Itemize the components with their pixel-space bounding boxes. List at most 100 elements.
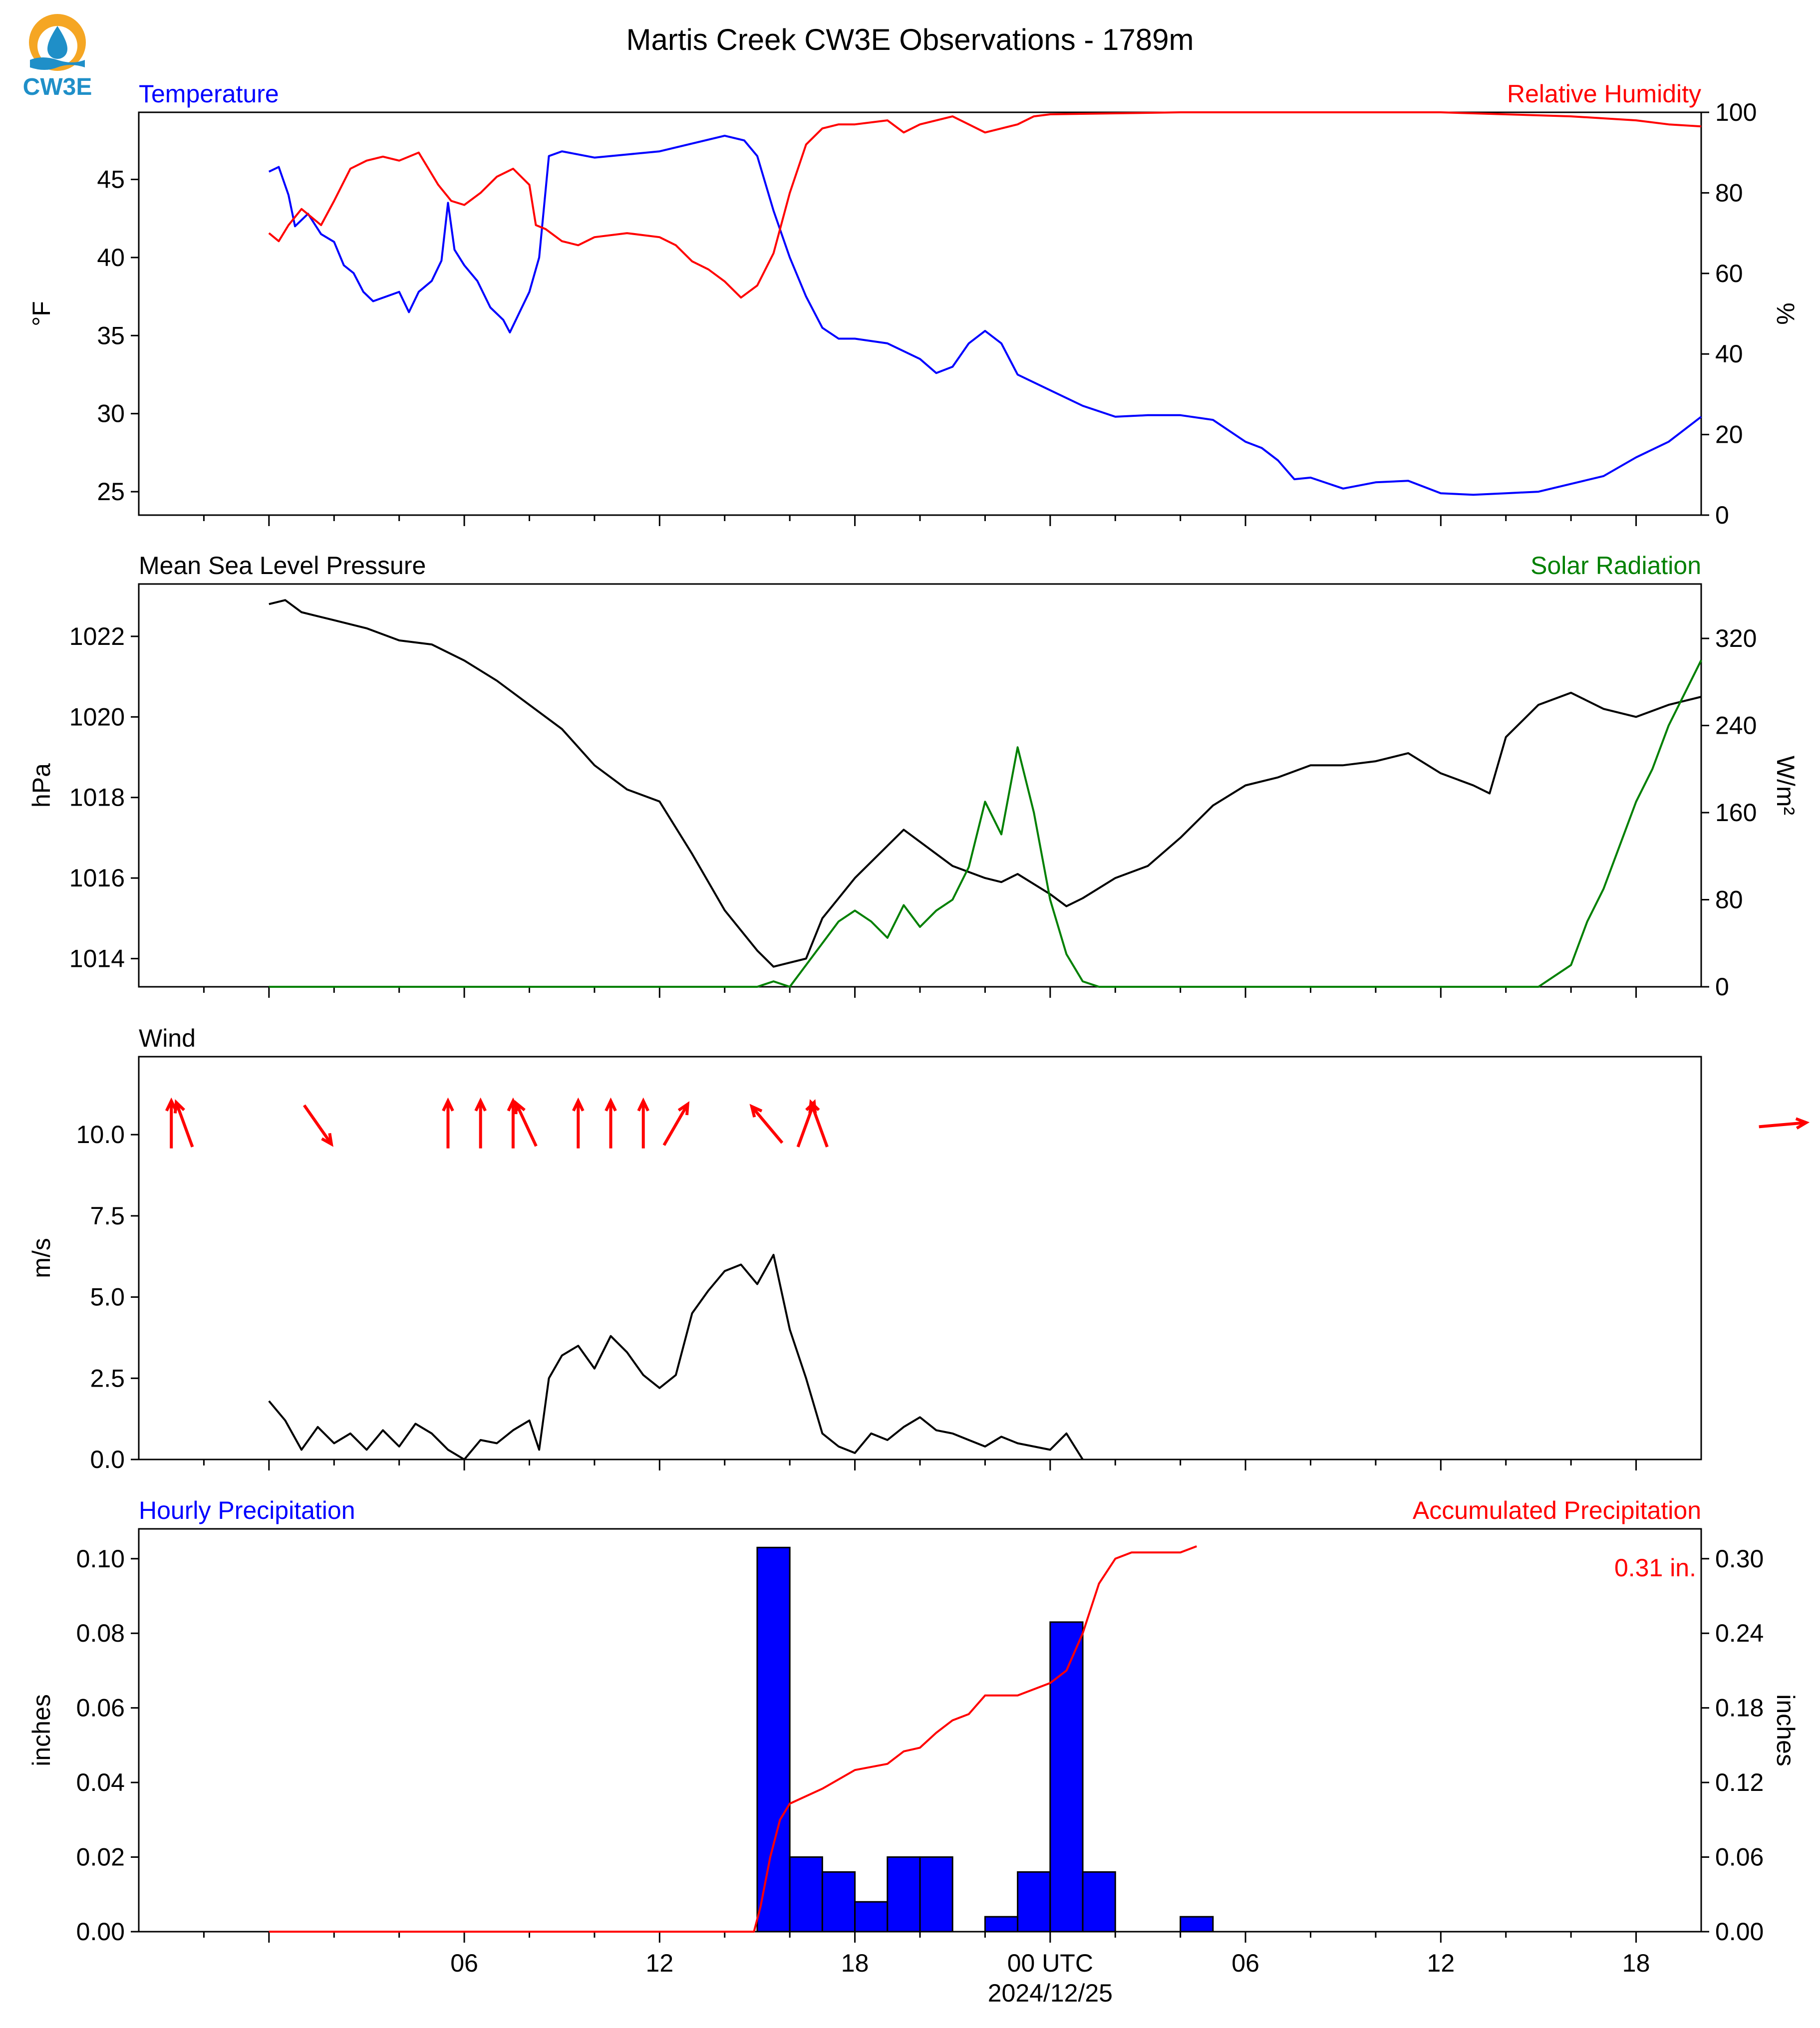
precip-bar xyxy=(1049,1621,1084,1933)
panel-left-title: Wind xyxy=(139,1024,196,1052)
panel-right-title: Solar Radiation xyxy=(1530,552,1701,579)
y-tick-label-left: 0.08 xyxy=(76,1619,125,1647)
wind-arrow-head xyxy=(442,1097,454,1112)
y-axis-label-left: inches xyxy=(27,1694,55,1766)
y-tick-label-left: 1022 xyxy=(69,622,125,650)
y-tick-label-right: 40 xyxy=(1715,340,1743,368)
wind-arrow xyxy=(514,1100,538,1147)
x-tick-label: 06 xyxy=(1231,1949,1259,1977)
y-tick-label-right: 0.06 xyxy=(1715,1843,1764,1871)
panel-wind: Wind 0.0 2.5 5.0 7.5 10.0 m/s xyxy=(27,1024,1810,1473)
x-tick-label: 06 xyxy=(450,1949,478,1977)
wind-arrow-shaft xyxy=(809,1102,829,1148)
logo-wave-icon xyxy=(30,57,85,70)
logo-text: CW3E xyxy=(23,74,92,100)
series-line-mean-sea-level-pressure xyxy=(269,599,1702,968)
wind-arrow xyxy=(173,1099,194,1148)
y-tick-label-right: 160 xyxy=(1715,799,1757,827)
wind-arrow-head xyxy=(572,1097,585,1112)
wind-arrow-head xyxy=(605,1097,617,1112)
wind-arrow-head xyxy=(677,1101,690,1116)
wind-arrow xyxy=(303,1104,333,1147)
panel-temperature-humidity: Temperature Relative Humidity 25 30 35 40 45 °F… xyxy=(27,80,1800,529)
wind-arrow-head xyxy=(474,1097,487,1112)
panels: Temperature Relative Humidity 25 30 35 40 45 °F… xyxy=(27,80,1810,2007)
series-line-solar-radiation xyxy=(269,659,1702,988)
x-date-label: 2024/12/25 xyxy=(988,1979,1113,2007)
y-tick-label-left: 0.04 xyxy=(76,1768,125,1796)
y-axis-label-left: hPa xyxy=(27,763,55,808)
series-line-temperature xyxy=(268,134,1702,496)
y-tick-label-left: 45 xyxy=(97,166,125,194)
wind-arrow xyxy=(605,1097,617,1149)
panel-left-title: Mean Sea Level Pressure xyxy=(139,552,426,579)
y-axis-label-right: inches xyxy=(1772,1694,1800,1766)
y-tick-label-right: 0.12 xyxy=(1715,1768,1764,1796)
precip-bar xyxy=(1017,1871,1051,1933)
y-tick-label-right: 320 xyxy=(1715,624,1757,652)
wind-arrow-shaft xyxy=(303,1104,333,1145)
wind-arrow xyxy=(808,1099,829,1148)
y-tick-label-left: 30 xyxy=(97,400,125,428)
y-axis-label-right: % xyxy=(1772,302,1800,324)
panel-left-title: Temperature xyxy=(139,80,279,108)
wind-arrow xyxy=(749,1104,784,1144)
logo-drop-icon xyxy=(47,26,67,59)
y-tick-label-right: 80 xyxy=(1715,179,1743,207)
x-tick-label: 00 UTC xyxy=(1007,1949,1093,1977)
y-tick-label-right: 0.24 xyxy=(1715,1619,1764,1647)
y-tick-label-left: 40 xyxy=(97,244,125,272)
x-tick-label: 12 xyxy=(1427,1949,1455,1977)
series-line-accumulated-precipitation xyxy=(269,1545,1198,1933)
y-tick-label-left: 35 xyxy=(97,321,125,349)
panel-left-title: Hourly Precipitation xyxy=(139,1496,355,1524)
wind-arrow-shaft xyxy=(1759,1121,1807,1129)
wind-arrow-shaft xyxy=(175,1102,194,1148)
precip-bar xyxy=(756,1546,791,1933)
x-tick-label: 18 xyxy=(841,1949,869,1977)
wind-arrow xyxy=(637,1097,649,1149)
cw3e-logo: CW3E xyxy=(23,14,92,100)
y-tick-label-right: 60 xyxy=(1715,260,1743,288)
y-tick-label-left: 5.0 xyxy=(90,1283,125,1311)
wind-arrow-shaft xyxy=(750,1105,784,1144)
series-line-relative-humidity xyxy=(268,111,1702,299)
y-tick-label-right: 0 xyxy=(1715,973,1729,1001)
wind-arrow xyxy=(442,1097,454,1149)
y-tick-label-right: 240 xyxy=(1715,712,1757,740)
precip-bar xyxy=(854,1901,889,1933)
y-tick-label-left: 7.5 xyxy=(90,1202,125,1230)
y-tick-label-left: 0.02 xyxy=(76,1843,125,1871)
wind-arrow-head xyxy=(1795,1117,1810,1130)
y-tick-label-left: 25 xyxy=(97,478,125,506)
y-axis-label-left: m/s xyxy=(27,1238,55,1278)
x-tick-label: 12 xyxy=(646,1949,674,1977)
y-tick-label-left: 0.0 xyxy=(90,1446,125,1473)
wind-arrow xyxy=(662,1101,690,1146)
precip-bar xyxy=(1082,1871,1116,1933)
panel-right-title: Accumulated Precipitation xyxy=(1413,1496,1701,1524)
y-tick-label-right: 0 xyxy=(1715,501,1729,529)
y-tick-label-left: 1018 xyxy=(69,784,125,812)
y-axis-label-left: °F xyxy=(27,301,55,326)
precip-bar xyxy=(821,1871,856,1933)
y-tick-label-left: 1020 xyxy=(69,703,125,731)
wind-arrow xyxy=(1759,1117,1810,1130)
panel-right-title: Relative Humidity xyxy=(1507,80,1701,108)
panel-pressure-solar: Mean Sea Level Pressure Solar Radiation 10… xyxy=(27,552,1800,1001)
wind-arrow-shaft xyxy=(515,1102,538,1147)
precip-bar xyxy=(919,1856,953,1933)
y-tick-label-left: 0.10 xyxy=(76,1545,125,1573)
y-tick-label-left: 1014 xyxy=(69,945,125,973)
wind-arrow-head xyxy=(808,1099,820,1114)
y-tick-label-left: 0.00 xyxy=(76,1918,125,1946)
panel-precipitation: Hourly Precipitation Accumulated Precipit… xyxy=(27,1496,1800,2007)
accumulated-total-label: 0.31 in. xyxy=(1614,1554,1696,1582)
precip-bar xyxy=(984,1916,1019,1933)
precip-bar xyxy=(887,1856,921,1933)
series-line-wind xyxy=(268,1254,1084,1460)
wind-arrow-head xyxy=(173,1099,185,1114)
y-tick-label-left: 2.5 xyxy=(90,1364,125,1392)
precip-bar xyxy=(789,1856,823,1933)
